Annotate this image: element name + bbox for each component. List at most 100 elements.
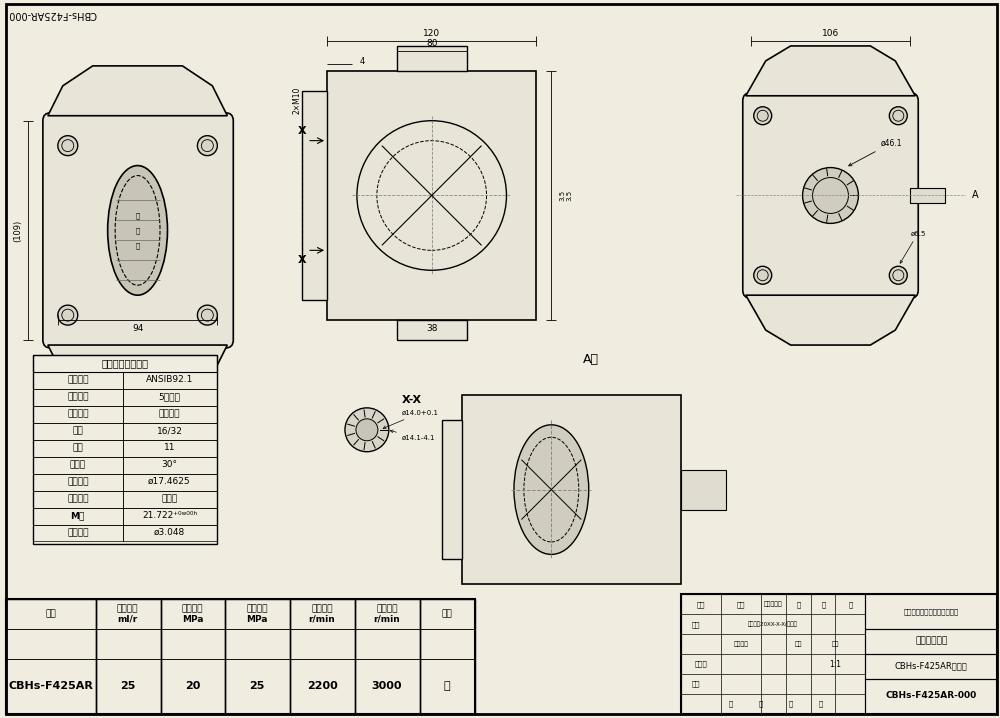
Text: CBHs-F425AR齿轮泵: CBHs-F425AR齿轮泵 <box>895 661 968 671</box>
Text: 更改文件号: 更改文件号 <box>763 602 782 607</box>
Text: M值: M值 <box>71 511 85 520</box>
Text: 共: 共 <box>729 701 733 707</box>
Text: 2200: 2200 <box>307 681 337 691</box>
Text: 油: 油 <box>135 227 140 233</box>
Text: X: X <box>298 126 306 136</box>
Text: 内部文件20XX-X-X(版激化: 内部文件20XX-X-X(版激化 <box>748 621 798 627</box>
Circle shape <box>58 305 78 325</box>
Text: 5级精度: 5级精度 <box>159 392 180 401</box>
Bar <box>355 600 420 629</box>
Text: 设计: 设计 <box>692 621 700 628</box>
Text: 日: 日 <box>848 601 853 607</box>
Text: 3.5
3.5: 3.5 3.5 <box>560 190 573 201</box>
Bar <box>33 406 123 423</box>
Bar <box>420 659 475 714</box>
Text: 节圆直径: 节圆直径 <box>67 477 89 486</box>
Text: 审核标记: 审核标记 <box>733 641 748 647</box>
Text: 38: 38 <box>426 324 437 332</box>
Text: ø3.048: ø3.048 <box>154 528 185 537</box>
Circle shape <box>356 419 378 441</box>
Text: 齿数: 齿数 <box>72 443 83 452</box>
Bar <box>290 659 355 714</box>
Polygon shape <box>48 345 227 395</box>
Bar <box>6 600 96 714</box>
Text: 进: 进 <box>135 212 140 219</box>
Circle shape <box>889 266 907 284</box>
Bar <box>681 595 997 714</box>
Bar <box>355 629 420 659</box>
Text: ø14.1-4.1: ø14.1-4.1 <box>390 430 435 441</box>
Bar <box>865 629 997 654</box>
Polygon shape <box>746 295 915 345</box>
Circle shape <box>197 305 217 325</box>
Text: A: A <box>972 190 978 200</box>
Bar <box>355 659 420 714</box>
Text: 齿根形状: 齿根形状 <box>67 494 89 503</box>
Text: CBHs-F425AR-000: CBHs-F425AR-000 <box>886 691 977 701</box>
Text: 最高压力
MPa: 最高压力 MPa <box>246 605 268 624</box>
Bar <box>462 395 681 584</box>
Text: 旋向: 旋向 <box>441 610 452 619</box>
Bar <box>865 595 997 629</box>
Text: 120: 120 <box>423 29 440 39</box>
Text: 名: 名 <box>821 601 826 607</box>
Bar <box>96 629 161 659</box>
Bar <box>33 474 123 490</box>
Bar <box>225 600 290 714</box>
Text: 径节: 径节 <box>72 426 83 435</box>
Circle shape <box>754 266 772 284</box>
Bar <box>123 490 217 508</box>
Bar <box>123 423 217 439</box>
Text: 标准化: 标准化 <box>695 661 707 668</box>
Bar <box>302 90 327 300</box>
Text: 张: 张 <box>759 701 763 707</box>
Polygon shape <box>48 66 227 116</box>
Text: X-X: X-X <box>402 395 422 405</box>
Bar <box>33 457 123 474</box>
Text: 张: 张 <box>818 701 823 707</box>
Polygon shape <box>746 46 915 95</box>
Bar <box>290 600 355 629</box>
Text: 花键规格: 花键规格 <box>67 376 89 384</box>
Text: 精度等级: 精度等级 <box>67 392 89 401</box>
Text: X: X <box>298 256 306 265</box>
Text: 测量直径: 测量直径 <box>67 528 89 537</box>
Text: ø17.4625: ø17.4625 <box>148 477 191 486</box>
Text: 平齿根: 平齿根 <box>161 494 178 503</box>
Bar <box>397 46 467 71</box>
FancyBboxPatch shape <box>43 113 233 348</box>
Bar <box>681 470 726 510</box>
Bar <box>33 372 123 389</box>
Bar <box>123 372 217 389</box>
Bar <box>33 355 217 372</box>
Bar <box>123 406 217 423</box>
Text: 106: 106 <box>822 29 839 39</box>
Text: 额定排量
ml/r: 额定排量 ml/r <box>117 605 138 624</box>
Bar <box>290 600 355 714</box>
Bar <box>355 600 420 714</box>
Circle shape <box>889 107 907 125</box>
Bar <box>6 659 96 714</box>
Circle shape <box>754 107 772 125</box>
Bar <box>161 629 225 659</box>
Bar <box>96 659 161 714</box>
Circle shape <box>803 167 858 223</box>
Text: 口: 口 <box>135 242 140 248</box>
Text: 30°: 30° <box>161 460 177 469</box>
Bar <box>161 600 225 629</box>
Text: 阶段: 阶段 <box>697 601 705 607</box>
Text: 16/32: 16/32 <box>157 426 182 435</box>
Bar <box>910 187 945 203</box>
Text: 25: 25 <box>250 681 265 691</box>
Bar <box>6 629 96 659</box>
Text: 渐开线花键参数表: 渐开线花键参数表 <box>101 358 148 368</box>
Bar <box>327 71 536 320</box>
Bar <box>33 490 123 508</box>
Text: 分区: 分区 <box>737 601 745 607</box>
Text: (109): (109) <box>13 219 22 241</box>
Text: 2×M10: 2×M10 <box>293 87 302 114</box>
Bar <box>123 474 217 490</box>
Bar <box>290 629 355 659</box>
Bar <box>123 525 217 541</box>
Text: 额定转速
r/min: 额定转速 r/min <box>309 605 335 624</box>
